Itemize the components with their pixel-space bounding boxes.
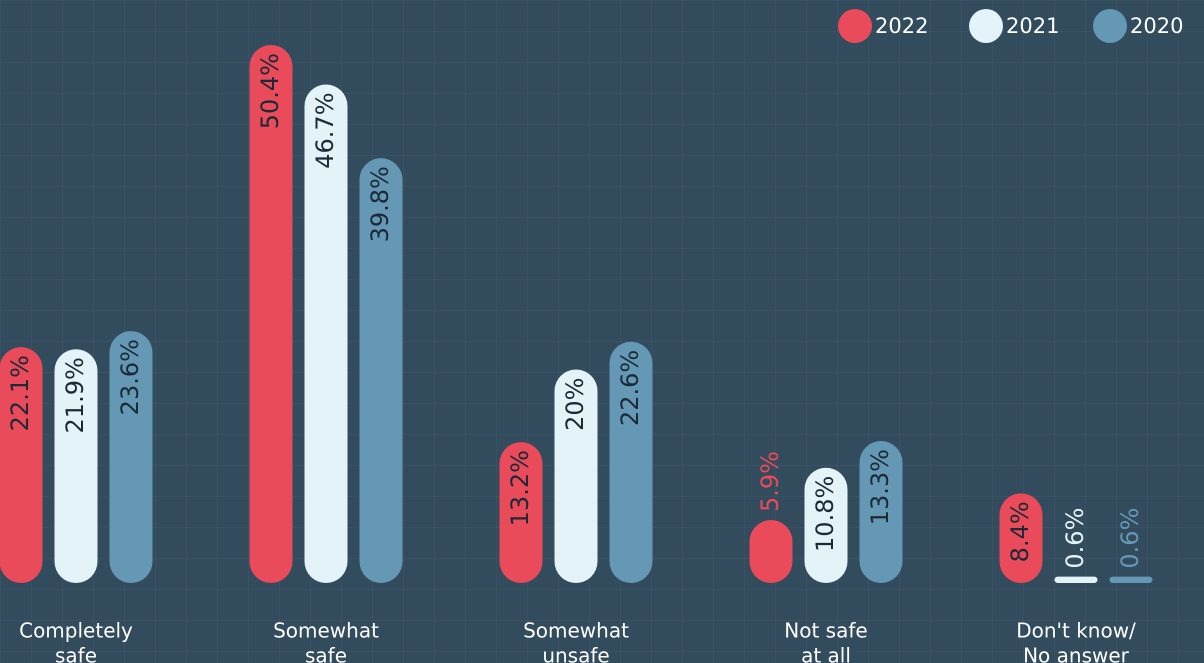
bar	[609, 341, 653, 583]
legend-swatch	[1093, 9, 1127, 43]
value-label: 20%	[561, 378, 589, 431]
x-tick-label: Completely	[19, 619, 133, 643]
x-tick-label: No answer	[1023, 644, 1130, 663]
bar	[249, 45, 293, 583]
value-label: 22.1%	[6, 355, 34, 431]
value-label: 0.6%	[1061, 508, 1089, 569]
value-label: 13.3%	[866, 449, 894, 525]
bar	[554, 369, 598, 583]
legend-swatch	[969, 9, 1003, 43]
value-label: 39.8%	[366, 166, 394, 242]
bar	[999, 493, 1043, 583]
value-label: 10.8%	[811, 476, 839, 552]
x-tick-label: at all	[801, 644, 851, 663]
x-tick-label: safe	[55, 644, 97, 663]
bar	[109, 331, 153, 583]
bar	[749, 520, 793, 583]
x-tick-label: safe	[305, 644, 347, 663]
bar	[54, 349, 98, 583]
legend-swatch	[838, 9, 872, 43]
x-tick-label: Somewhat	[523, 619, 629, 643]
value-label: 22.6%	[616, 350, 644, 426]
bar	[359, 158, 403, 583]
legend-label: 2020	[1130, 14, 1183, 38]
value-label: 50.4%	[256, 53, 284, 129]
x-tick-label: unsafe	[542, 644, 609, 663]
value-label: 13.2%	[506, 450, 534, 526]
value-label: 5.9%	[756, 451, 784, 512]
bar	[804, 467, 848, 583]
value-label: 0.6%	[1116, 508, 1144, 569]
value-label: 8.4%	[1006, 501, 1034, 562]
value-label: 21.9%	[61, 357, 89, 433]
value-label: 46.7%	[311, 92, 339, 168]
x-tick-label: Don't know/	[1016, 619, 1136, 643]
bar	[859, 441, 903, 583]
bar	[499, 442, 543, 583]
value-label: 23.6%	[116, 339, 144, 415]
bar	[304, 84, 348, 583]
bar	[1054, 576, 1098, 583]
legend-label: 2021	[1006, 14, 1059, 38]
bar	[0, 347, 43, 583]
x-tick-label: Somewhat	[273, 619, 379, 643]
x-tick-label: Not safe	[784, 619, 867, 643]
legend-label: 2022	[875, 14, 928, 38]
bar	[1109, 576, 1153, 583]
